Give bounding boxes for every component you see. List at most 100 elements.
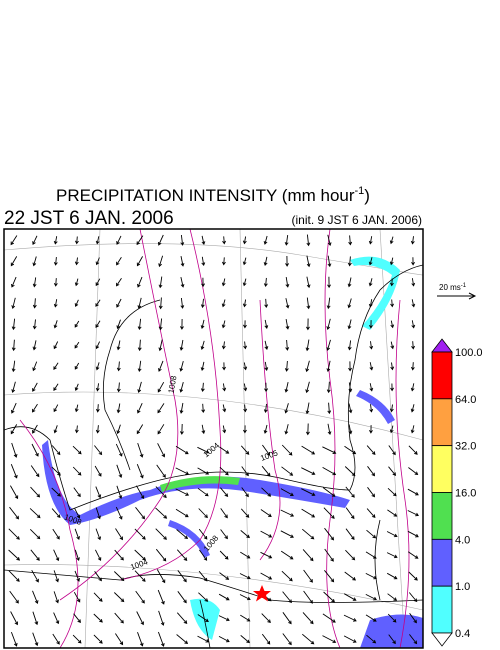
wind-arrow [53, 236, 58, 245]
wind-arrow [30, 486, 41, 498]
wind-arrow [74, 362, 80, 370]
valid-time: 22 JST 6 JAN. 2006 [4, 208, 174, 229]
wind-arrow [73, 613, 81, 623]
wind-arrow [387, 509, 398, 517]
wind-arrow [32, 424, 38, 434]
wind-arrow [407, 510, 419, 517]
wind-arrow [386, 552, 398, 559]
rain-band [360, 614, 423, 648]
wind-arrow [11, 402, 17, 414]
rain-band [168, 520, 210, 558]
wind-arrow [302, 612, 314, 625]
coast-path [374, 519, 381, 601]
wind-arrow [365, 572, 377, 580]
wind-arrow [157, 381, 165, 393]
wind-arrow [390, 362, 395, 371]
wind-arrow [408, 445, 418, 455]
wind-arrow [116, 382, 121, 393]
wind-arrow [201, 256, 206, 267]
wind-arrow [10, 464, 18, 479]
colorbar-label: 16.0 [455, 488, 476, 500]
wind-arrow [348, 235, 353, 246]
wind-arrow [369, 320, 373, 329]
wind-arrow [94, 465, 102, 477]
wind-arrow [327, 423, 332, 436]
colorbar-label: 32.0 [455, 441, 476, 453]
wind-arrow [301, 445, 316, 455]
wind-arrow [116, 464, 123, 479]
colorbar-band [431, 538, 453, 587]
wind-arrow [365, 593, 377, 601]
wind-arrow [302, 549, 314, 562]
wind-arrow [221, 257, 226, 266]
wind-arrow [53, 383, 59, 392]
wind-arrow [347, 319, 352, 330]
wind-arrow [411, 320, 416, 329]
title-close: ) [364, 186, 370, 205]
wind-arrow [242, 257, 247, 266]
latitude-line [4, 243, 423, 276]
wind-arrow [389, 236, 394, 245]
wind-arrow [8, 528, 20, 540]
wind-arrow [31, 569, 39, 583]
wind-arrow [410, 236, 415, 245]
wind-arrow [345, 486, 355, 498]
wind-arrow [389, 278, 394, 287]
wind-arrow [136, 611, 144, 626]
wind-arrow [157, 403, 165, 414]
wind-arrow [285, 255, 289, 267]
wind-arrow [322, 446, 337, 454]
wind-arrow [280, 488, 294, 496]
wind-arrow [343, 593, 357, 601]
colorbar-label: 0.4 [455, 628, 470, 640]
wind-arrow [51, 445, 61, 456]
wind-arrow [95, 257, 100, 266]
wind-arrow [11, 360, 16, 373]
wind-arrow [219, 550, 229, 560]
wind-arrow [264, 382, 268, 393]
wind-arrow [344, 466, 356, 477]
wind-arrow [261, 633, 271, 645]
wind-arrow [387, 487, 397, 497]
wind-arrow [156, 464, 166, 478]
reference-text: 20 ms [439, 283, 461, 292]
wind-arrow [11, 297, 16, 310]
wind-arrow [201, 235, 206, 245]
wind-arrow [222, 425, 227, 434]
wind-arrow [137, 442, 144, 458]
wind-arrow [157, 443, 166, 458]
rain-band [350, 256, 400, 330]
wind-arrow [136, 256, 143, 267]
wind-arrow [52, 633, 60, 645]
wind-arrow [386, 572, 398, 580]
wind-arrow [156, 569, 166, 584]
wind-arrow [264, 298, 269, 308]
wind-arrow [222, 236, 227, 245]
wind-arrow [407, 488, 419, 496]
wind-arrow [390, 320, 395, 329]
wind-arrow [113, 571, 125, 582]
wind-arrow [222, 404, 227, 413]
wind-arrow [284, 360, 289, 372]
wind-arrow [306, 423, 310, 436]
wind-arrow [260, 530, 273, 538]
wind-arrow [281, 444, 293, 456]
wind-arrow [219, 466, 229, 476]
wind-arrow [180, 256, 185, 267]
wind-arrow [285, 339, 290, 351]
wind-arrow [411, 257, 415, 266]
wind-arrow [136, 235, 144, 246]
wind-arrow [53, 299, 58, 308]
wind-arrow [306, 318, 310, 331]
wind-arrow [155, 486, 167, 499]
wind-arrow [180, 297, 185, 309]
reference-label: 20 ms-1 [439, 283, 467, 292]
isobar [395, 299, 410, 648]
wind-arrow [94, 549, 102, 561]
wind-arrow [135, 507, 146, 520]
wind-arrow [242, 236, 247, 245]
wind-arrow [95, 236, 100, 245]
wind-arrow [155, 507, 168, 519]
wind-arrow [53, 404, 59, 413]
